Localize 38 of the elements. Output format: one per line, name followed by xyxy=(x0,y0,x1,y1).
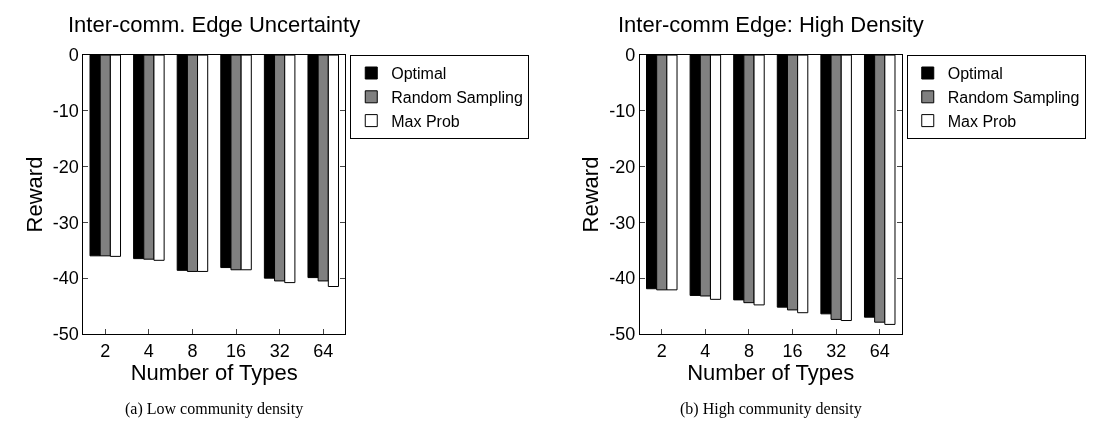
x-tick-label: 16 xyxy=(782,340,803,361)
x-tick-label: 4 xyxy=(143,340,154,361)
legend-label: Max Prob xyxy=(947,112,1017,130)
y-tick-label: -30 xyxy=(609,212,636,233)
legend-label: Max Prob xyxy=(391,112,460,130)
x-tick-label: 16 xyxy=(226,340,247,361)
y-tick-label: 0 xyxy=(625,45,636,66)
x-tick-label: 2 xyxy=(656,340,667,361)
x-tick-label: 32 xyxy=(826,340,847,361)
y-tick-label: 0 xyxy=(68,45,79,66)
y-tick-label: -10 xyxy=(609,101,636,122)
y-tick-label: -40 xyxy=(609,268,636,289)
x-tick-label: 4 xyxy=(700,340,711,361)
x-tick-label: 64 xyxy=(869,340,890,361)
y-tick-label: -20 xyxy=(52,156,79,177)
chart-title: Inter-comm Edge: High Density xyxy=(618,12,924,37)
y-axis-title: Reward xyxy=(21,156,47,233)
y-axis-title: Reward xyxy=(578,156,604,233)
x-tick-label: 8 xyxy=(743,340,754,361)
y-tick-label: -30 xyxy=(52,212,79,233)
chart-title: Inter-comm. Edge Uncertainty xyxy=(68,12,361,37)
x-tick-label: 2 xyxy=(100,340,111,361)
y-tick-label: -50 xyxy=(52,324,79,345)
y-tick-label: -10 xyxy=(52,101,79,122)
y-tick-label: -40 xyxy=(52,268,79,289)
legend-label: Random Sampling xyxy=(947,89,1080,107)
text: (b) High community density xyxy=(680,400,862,418)
text: (a) Low community density xyxy=(125,400,304,418)
legend-label: Random Sampling xyxy=(391,89,523,107)
x-tick-label: 8 xyxy=(187,340,198,361)
x-tick-label: 32 xyxy=(269,340,290,361)
x-axis-title: Number of Types xyxy=(687,360,855,386)
y-tick-label: -50 xyxy=(609,324,636,345)
legend-label: Optimal xyxy=(947,65,1003,83)
y-tick-label: -20 xyxy=(609,156,636,177)
legend-label: Optimal xyxy=(391,65,447,83)
x-tick-label: 64 xyxy=(313,340,334,361)
x-axis-title: Number of Types xyxy=(130,360,298,386)
